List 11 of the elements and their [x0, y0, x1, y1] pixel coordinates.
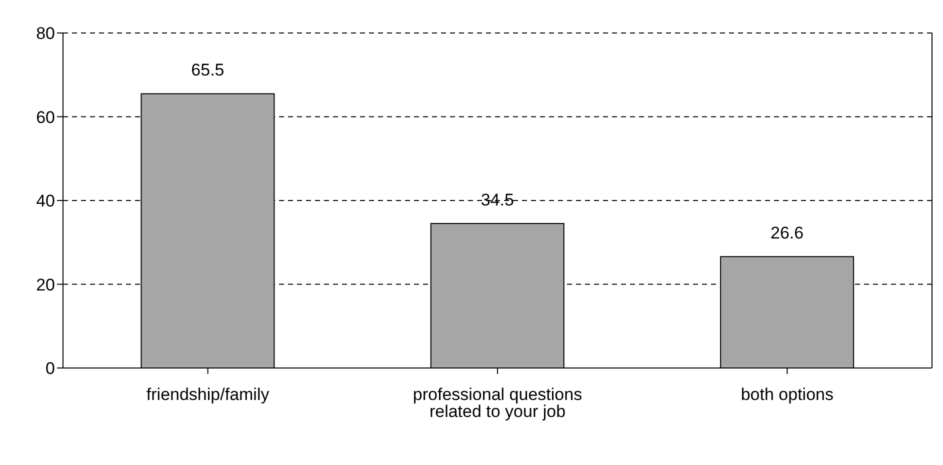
y-tick-label: 80 — [36, 24, 55, 44]
y-tick-label: 60 — [36, 108, 55, 127]
x-tick-label: both options — [740, 385, 834, 404]
data-label: 34.5 — [480, 190, 514, 210]
data-label: 26.6 — [770, 224, 804, 243]
data-label: 65.5 — [191, 60, 224, 80]
y-tick-label: 20 — [36, 275, 55, 294]
x-tick-label: friendship/family — [146, 385, 270, 404]
y-tick-label: 0 — [46, 359, 55, 378]
x-tick-label: professional questions related to your job — [412, 385, 582, 422]
y-tick-label: 40 — [36, 192, 55, 211]
